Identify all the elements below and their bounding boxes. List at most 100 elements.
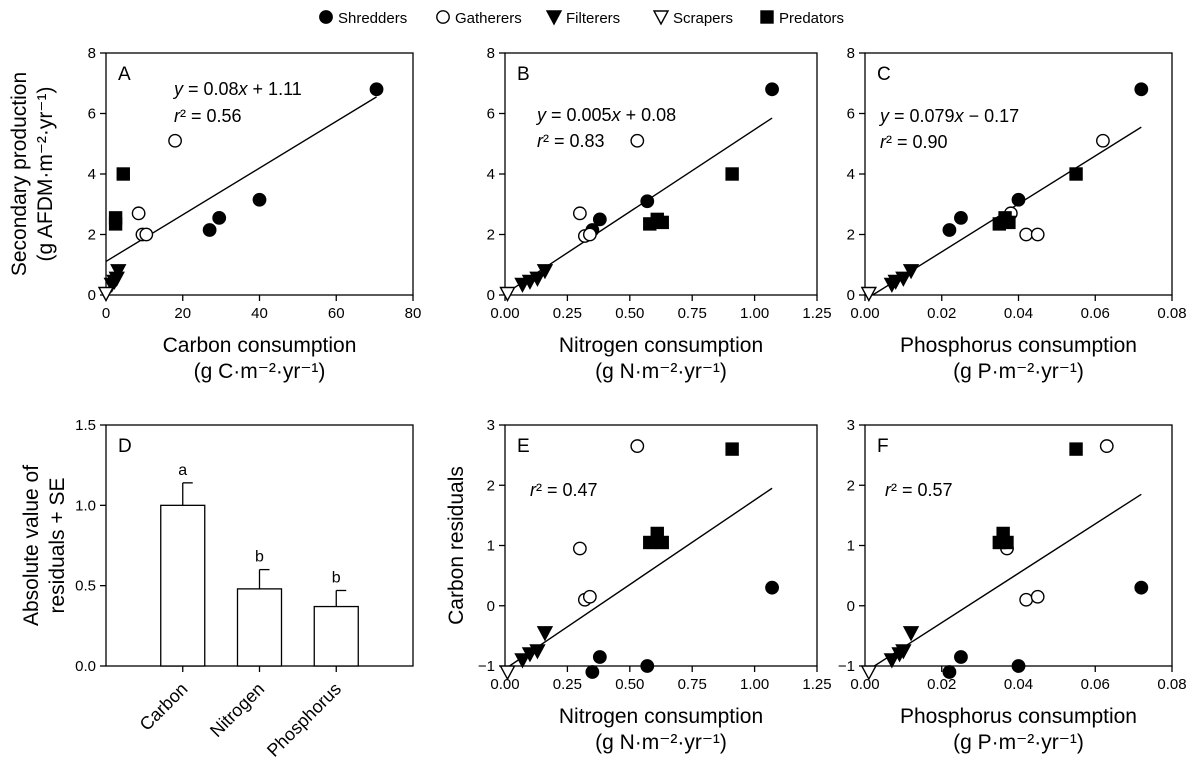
y-axis-title: Carbon residuals [445,466,468,625]
point-predators [1069,167,1083,181]
y-tick-label: −1 [838,658,855,675]
equation-variable: x [954,106,965,126]
x-axis-title: Phosphorus consumption [900,334,1137,357]
y-tick-label: 2 [487,477,495,494]
legend-label-filterers: Filterers [566,10,620,27]
point-predators [1069,442,1083,456]
equation-line: r² = 0.90 [880,132,948,152]
x-tick-label: 20 [174,305,191,322]
x-axis-title: Nitrogen consumption [559,334,763,357]
point-filterers [895,644,912,660]
y-tick-label: 0.0 [75,658,96,675]
x-axis-title: Phosphorus consumption [900,705,1137,728]
legend-label-gatherers: Gatherers [455,10,522,27]
panel-e: −1 0 1 2 3 0.00 0.25 0.50 0.75 1.00 1.25 Er² = 0.47… [445,417,832,754]
point-gatherers [582,227,597,242]
y-tick-label: 8 [88,45,96,62]
point-scrapers [499,286,516,302]
equation-text: = 0.08 [183,79,239,99]
panel-label: F [877,436,889,457]
y-tick-label: 1 [847,538,855,555]
point-scrapers [97,286,115,302]
point-filterers [883,653,901,669]
y-tick-label: 4 [88,166,96,183]
point-predators [725,442,739,456]
bar-phosphorus [313,605,359,667]
y-tick-label: 0 [487,598,495,615]
y-tick-label: 1 [487,538,495,555]
point-gatherers [630,439,645,453]
point-predators [1002,215,1016,230]
x-tick-label: 60 [328,305,345,322]
y-tick-label: 6 [487,106,495,123]
point-shredders [1011,192,1026,207]
y-tick-label: 2 [487,227,495,244]
y-tick-label: 0 [88,287,96,304]
point-gatherers [168,133,182,148]
equation-line: r² = 0.56 [174,106,242,126]
panel-b: 0 2 4 6 8 0.00 0.25 0.50 0.75 1.00 1.25 By = 0.005x… [487,45,832,383]
point-filterers [536,626,554,642]
point-shredders [585,665,600,679]
point-predators [725,167,739,181]
significance-letter: b [332,569,341,586]
point-filterers [902,264,920,280]
equation-line: y = 0.079x − 0.17 [878,106,1019,126]
significance-letter: b [255,549,264,566]
x-tick-label: 0.25 [553,305,582,322]
point-shredders [640,194,655,209]
x-axis-title: Nitrogen consumption [559,705,763,728]
equation-text: ² = 0.56 [180,106,242,126]
panel-label: A [118,64,131,85]
equation-text: − 0.17 [964,106,1020,126]
x-tick-label: 80 [405,305,422,322]
y-tick-label: 2 [847,477,855,494]
equation-line: r² = 0.57 [885,480,953,500]
x-axis-title: Carbon consumption [163,334,357,357]
x-tick-label: 0.02 [927,305,956,322]
equation-text: ² = 0.83 [543,131,605,151]
equation-text: = 0.079 [889,106,955,126]
equation-variable: y [172,79,184,99]
point-shredders [765,82,779,97]
x-tick-label: 0.00 [850,305,879,322]
equation-text: ² = 0.90 [886,132,948,152]
point-shredders [202,223,217,237]
x-tick-label: 0.75 [678,676,707,693]
point-scrapers [860,286,878,302]
x-tick-label: 0.08 [1157,676,1186,693]
y-tick-label: 2 [88,227,96,244]
legend-marker-gatherers [436,10,450,24]
point-gatherers [1030,589,1045,604]
x-tick-label: 0.00 [490,676,519,693]
panel-label: C [877,64,891,85]
equation-variable: r [880,132,887,152]
y-tick-label: 3 [487,417,495,434]
point-shredders [252,192,267,207]
point-filterers [110,264,127,280]
x-tick-label: 1.00 [740,305,769,322]
equation-line: r² = 0.83 [537,131,605,151]
y-tick-label: 1.0 [75,497,96,514]
category-label-carbon: Carbon [136,679,192,735]
point-filterers [536,264,554,280]
equation-variable: x [611,105,622,125]
equation-variable: y [878,106,890,126]
x-tick-label: 0.04 [1004,305,1033,322]
point-shredders [954,650,968,664]
point-shredders [1134,580,1149,595]
equation-line: r² = 0.47 [530,480,598,500]
point-scrapers [860,665,878,681]
equation-variable: r [530,480,537,500]
equation-variable: x [238,79,249,99]
point-gatherers [582,589,597,604]
point-gatherers [1019,592,1034,607]
x-tick-label: 0.75 [678,305,707,322]
x-tick-label: 40 [251,305,268,322]
category-label-nitrogen: Nitrogen [206,679,268,741]
x-tick-label: 0.50 [615,676,644,693]
point-gatherers [1099,439,1114,453]
point-gatherers [1030,227,1045,242]
x-axis-unit: (g N·m⁻²·yr⁻¹) [595,360,727,383]
